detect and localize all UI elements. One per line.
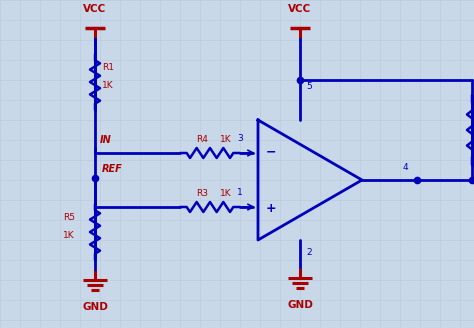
Text: 1K: 1K	[220, 135, 232, 144]
Text: −: −	[266, 146, 276, 158]
Text: 3: 3	[237, 134, 243, 143]
Text: IN: IN	[100, 135, 112, 145]
Text: 1: 1	[237, 188, 243, 197]
Text: 1K: 1K	[220, 189, 232, 198]
Text: +: +	[266, 201, 277, 215]
Text: R4: R4	[196, 135, 208, 144]
Text: R3: R3	[196, 189, 208, 198]
Text: 1K: 1K	[63, 231, 74, 239]
Text: VCC: VCC	[288, 4, 311, 14]
Text: R5: R5	[63, 214, 75, 222]
Text: 4: 4	[402, 163, 408, 172]
Text: GND: GND	[82, 302, 108, 312]
Text: 2: 2	[306, 248, 311, 257]
Text: 1K: 1K	[102, 80, 114, 90]
Text: R1: R1	[102, 64, 114, 72]
Text: VCC: VCC	[83, 4, 107, 14]
Text: REF: REF	[102, 164, 123, 174]
Text: GND: GND	[287, 300, 313, 310]
Text: 5: 5	[306, 82, 312, 91]
